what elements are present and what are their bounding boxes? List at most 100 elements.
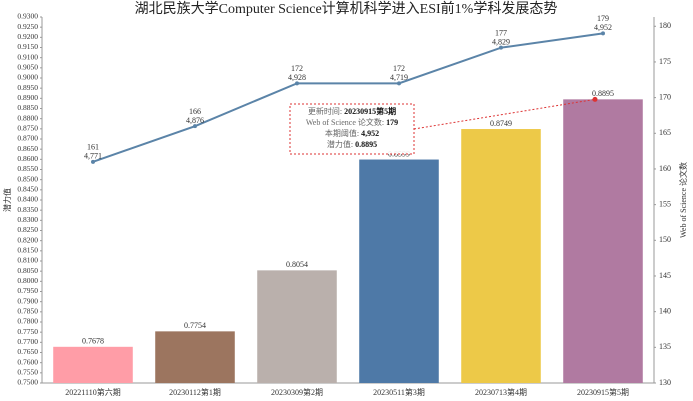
tooltip-row: 更新时间: 20230915第5期	[308, 106, 396, 116]
y2-tick-label: 170	[659, 92, 671, 101]
y-tick-label: 0.7750	[17, 327, 38, 336]
x-tick-label: 20221110第六期	[65, 387, 120, 397]
tooltip-row: 本期阈值: 4,952	[325, 128, 379, 138]
tooltip-value: 0.8895	[355, 140, 377, 149]
y-tick-label: 0.8450	[17, 185, 38, 194]
bar	[461, 129, 541, 383]
y2-axis-label: Web of Science 论文数	[678, 162, 688, 238]
y-tick-label: 0.8900	[17, 93, 38, 102]
tooltip-label: 更新时间:	[308, 106, 342, 116]
y-tick-label: 0.7900	[17, 296, 38, 305]
y-tick-label: 0.8500	[17, 174, 38, 183]
bar-value-label: 0.8054	[286, 260, 308, 269]
tooltip-label: 本期阈值:	[325, 128, 359, 138]
x-tick-label: 20230309第2期	[271, 387, 323, 397]
line-point	[295, 81, 299, 86]
threshold-label: 4,928	[288, 73, 306, 82]
bar	[155, 331, 235, 383]
line	[92, 32, 604, 163]
threshold-label: 4,952	[594, 23, 612, 32]
y-tick-label: 0.8700	[17, 134, 38, 143]
bar-value-label: 0.8749	[490, 119, 512, 128]
line-point	[499, 45, 503, 50]
y-axis-label: 潜力值	[2, 188, 12, 212]
y2-tick-label: 135	[659, 342, 671, 351]
tooltip-label: Web of Science 论文数:	[306, 117, 384, 127]
y-tick-label: 0.8250	[17, 225, 38, 234]
line-point	[397, 81, 401, 86]
y-tick-label: 0.7950	[17, 286, 38, 295]
x-tick-label: 20230112第1期	[169, 387, 221, 397]
y-tick-label: 0.8600	[17, 154, 38, 163]
y-tick-label: 0.8800	[17, 113, 38, 122]
line-value-label: 166	[189, 107, 201, 116]
tooltip-row: Web of Science 论文数: 179	[306, 117, 398, 127]
y2-tick-label: 145	[659, 271, 671, 280]
y-tick-label: 0.9000	[17, 73, 38, 82]
y2-tick-label: 175	[659, 57, 671, 66]
y2-tick-label: 130	[659, 378, 671, 387]
tooltip-value: 179	[386, 118, 398, 127]
y-tick-label: 0.8750	[17, 124, 38, 133]
line-point	[91, 159, 95, 164]
y2-tick-label: 150	[659, 235, 671, 244]
y-tick-label: 0.9200	[17, 32, 38, 41]
line-value-label: 161	[87, 143, 99, 152]
y-tick-label: 0.9300	[17, 12, 38, 21]
chart-title: 湖北民族大学Computer Science计算机科学进入ESI前1%学科发展态…	[135, 0, 558, 17]
y-tick-label: 0.8300	[17, 215, 38, 224]
tooltip-label: 潜力值:	[327, 139, 353, 149]
bar-value-label: 0.8895	[592, 89, 614, 98]
line-value-label: 172	[291, 64, 303, 73]
bar-value-label: 0.7754	[184, 321, 206, 330]
y-tick-label: 0.7700	[17, 337, 38, 346]
y2-tick-label: 155	[659, 199, 671, 208]
y-tick-label: 0.8650	[17, 144, 38, 153]
x-tick-label: 20230915第5期	[577, 387, 629, 397]
bar-value-label: 0.7678	[82, 337, 104, 346]
y-tick-label: 0.8000	[17, 276, 38, 285]
line-value-label: 177	[495, 29, 507, 38]
y-tick-label: 0.8850	[17, 103, 38, 112]
bar	[359, 159, 439, 383]
y-tick-label: 0.9250	[17, 22, 38, 31]
y-tick-label: 0.9100	[17, 52, 38, 61]
y-tick-label: 0.9050	[17, 63, 38, 72]
y-tick-label: 0.7850	[17, 307, 38, 316]
y-tick-label: 0.8950	[17, 83, 38, 92]
y-tick-label: 0.7800	[17, 317, 38, 326]
y-tick-label: 0.8550	[17, 164, 38, 173]
line-value-label: 179	[597, 14, 609, 23]
line-point	[601, 31, 605, 36]
tooltip-value: 4,952	[361, 129, 379, 138]
threshold-label: 4,829	[492, 38, 510, 47]
y-tick-label: 0.7550	[17, 368, 38, 377]
line-point	[193, 124, 197, 129]
x-tick-label: 20230511第3期	[373, 387, 425, 397]
tooltip-pointer	[413, 98, 596, 130]
line-value-label: 172	[393, 64, 405, 73]
y2-tick-label: 160	[659, 164, 671, 173]
tooltip-value: 20230915第5期	[344, 106, 396, 116]
y-tick-label: 0.8050	[17, 266, 38, 275]
y-tick-label: 0.8400	[17, 195, 38, 204]
y-tick-label: 0.9150	[17, 42, 38, 51]
tooltip-target	[592, 96, 598, 102]
y-tick-label: 0.8350	[17, 205, 38, 214]
y2-tick-label: 165	[659, 128, 671, 137]
y2-tick-label: 140	[659, 306, 671, 315]
y2-tick-label: 180	[659, 21, 671, 30]
y-tick-label: 0.8200	[17, 235, 38, 244]
bar	[53, 346, 133, 383]
bar	[257, 270, 337, 383]
y-tick-label: 0.7650	[17, 347, 38, 356]
tooltip-row: 潜力值: 0.8895	[327, 139, 377, 149]
bar	[563, 99, 643, 383]
x-tick-label: 20230713第4期	[475, 387, 527, 397]
threshold-label: 4,876	[186, 116, 204, 125]
y-tick-label: 0.8150	[17, 246, 38, 255]
y-tick-label: 0.7600	[17, 357, 38, 366]
threshold-label: 4,719	[390, 73, 408, 82]
y-tick-label: 0.7500	[17, 378, 38, 387]
